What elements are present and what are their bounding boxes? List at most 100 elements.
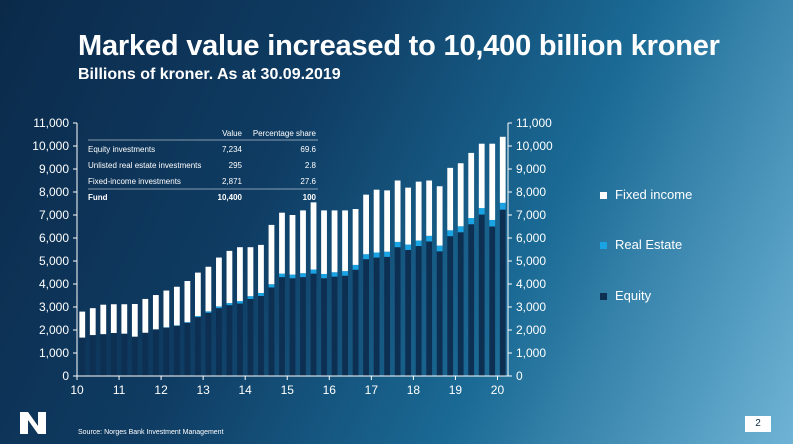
bar-equity (100, 334, 107, 376)
bar-fixed-income (152, 295, 159, 330)
y-tick-label-right: 9,000 (516, 162, 546, 176)
bar-fixed-income (331, 210, 338, 273)
table-row-value: 10,400 (218, 193, 243, 202)
bar-equity (237, 303, 243, 376)
bar-equity (289, 278, 296, 376)
bar-fixed-income (300, 210, 306, 274)
x-tick-label: 11 (113, 383, 126, 397)
y-tick-label-left: 5,000 (39, 254, 69, 268)
bar-equity (352, 269, 359, 376)
bar-fixed-income (194, 272, 201, 317)
bar-real-estate (394, 241, 401, 248)
y-tick-label-left: 1,000 (39, 346, 69, 360)
x-tick-label: 16 (323, 383, 337, 397)
bar-fixed-income (163, 290, 170, 328)
y-tick-label-left: 3,000 (39, 300, 69, 314)
bar-equity (405, 249, 412, 376)
bar-equity (247, 298, 254, 376)
table-row-value: 295 (229, 161, 243, 170)
bar-equity (468, 224, 475, 376)
legend-label: Equity (615, 288, 652, 303)
x-tick-label: 13 (196, 383, 210, 397)
bar-real-estate (426, 235, 433, 242)
bar-real-estate (457, 226, 464, 233)
bar-real-estate (247, 296, 254, 299)
bar-real-estate (237, 301, 243, 304)
bar-fixed-income (394, 180, 401, 242)
bar-real-estate (436, 245, 443, 252)
table-row-label: Fund (88, 193, 108, 202)
bar-equity (121, 333, 128, 376)
nbim-logo-icon (20, 412, 46, 434)
bar-real-estate (289, 274, 296, 279)
bar-fixed-income (289, 215, 296, 275)
bar-fixed-income (384, 190, 391, 252)
bar-equity (89, 335, 96, 376)
bar-equity (142, 332, 149, 376)
bar-fixed-income (247, 247, 254, 297)
bar-fixed-income (121, 304, 128, 334)
bar-equity (342, 275, 348, 376)
bar-fixed-income (352, 209, 359, 265)
bar-real-estate (342, 271, 348, 276)
y-tick-label-left: 11,000 (33, 116, 69, 130)
bar-fixed-income (79, 311, 86, 338)
bar-fixed-income (373, 189, 380, 253)
bar-equity (426, 241, 433, 376)
bar-real-estate (310, 269, 317, 274)
bar-real-estate (415, 240, 422, 247)
x-tick-label: 19 (449, 383, 463, 397)
legend-label: Fixed income (615, 187, 692, 202)
bar-equity (415, 246, 422, 376)
page-number: 2 (745, 416, 771, 432)
y-tick-label-right: 11,000 (516, 116, 552, 130)
legend: Fixed income Real Estate Equity (600, 187, 692, 303)
legend-swatch (600, 293, 607, 300)
bar-equity (268, 287, 275, 376)
table-header-share: Percentage share (253, 129, 317, 138)
bar-equity (110, 332, 117, 376)
x-tick-label: 20 (491, 383, 505, 397)
x-tick-label: 12 (154, 383, 168, 397)
bar-equity (173, 325, 180, 376)
bar-equity (447, 236, 454, 376)
bar-real-estate (321, 273, 327, 279)
y-tick-label-left: 0 (62, 369, 69, 383)
y-tick-label-left: 6,000 (39, 231, 69, 245)
bar-equity (489, 226, 496, 376)
bar-equity (331, 276, 338, 376)
bar-fixed-income (89, 308, 96, 336)
bar-fixed-income (184, 281, 191, 323)
bar-fixed-income (363, 194, 369, 255)
table-row-label: Equity investments (88, 145, 155, 154)
bar-equity (394, 247, 401, 376)
bar-fixed-income (499, 136, 506, 203)
bar-fixed-income (205, 266, 212, 312)
y-tick-label-right: 2,000 (516, 323, 546, 337)
table-row-share: 69.6 (300, 145, 316, 154)
axes: 0 0 1,000 1,000 2,000 2,000 3,000 3,000 4,000 4,0… (32, 116, 553, 397)
bar-fixed-income (268, 224, 275, 285)
bar-real-estate (226, 303, 233, 306)
bar-real-estate (216, 306, 222, 309)
bar-equity (279, 277, 285, 376)
bar-fixed-income (478, 143, 485, 209)
bar-equity (79, 337, 86, 376)
y-tick-label-right: 1,000 (516, 346, 546, 360)
y-tick-label-right: 3,000 (516, 300, 546, 314)
y-tick-label-right: 6,000 (516, 231, 546, 245)
bar-equity (373, 257, 380, 376)
bar-equity (436, 251, 443, 376)
bar-real-estate (468, 217, 475, 225)
bar-real-estate (499, 202, 506, 210)
bar-fixed-income (100, 304, 107, 335)
bar-equity (152, 329, 159, 376)
bar-real-estate (194, 316, 201, 318)
slide-title: Marked value increased to 10,400 billion… (78, 30, 720, 62)
y-tick-label-right: 10,000 (516, 139, 553, 153)
y-tick-label-left: 4,000 (39, 277, 69, 291)
bar-fixed-income (447, 167, 454, 231)
table-row-share: 100 (303, 193, 317, 202)
table-row-value: 7,234 (222, 145, 243, 154)
legend-swatch (600, 242, 607, 249)
